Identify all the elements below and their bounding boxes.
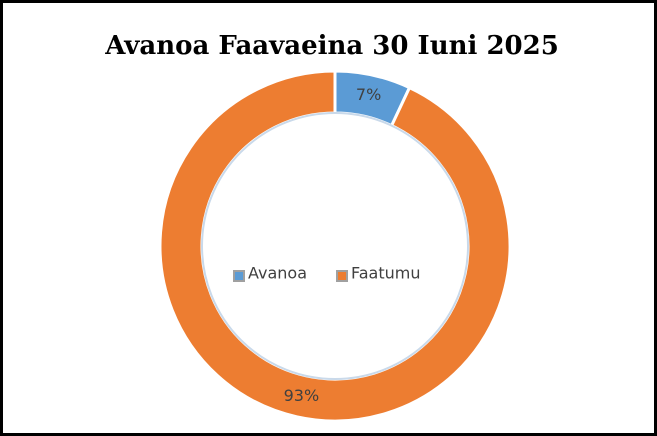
legend-swatch bbox=[336, 270, 349, 282]
legend-label: Faatumu bbox=[351, 264, 420, 283]
data-label: 93% bbox=[284, 386, 320, 405]
chart-title: Avanoa Faavaeina 30 Iuni 2025 bbox=[104, 31, 559, 61]
data-label: 7% bbox=[356, 85, 381, 104]
legend-label: Avanoa bbox=[248, 264, 307, 283]
legend-swatch bbox=[233, 270, 245, 282]
inner-edge bbox=[201, 112, 469, 380]
